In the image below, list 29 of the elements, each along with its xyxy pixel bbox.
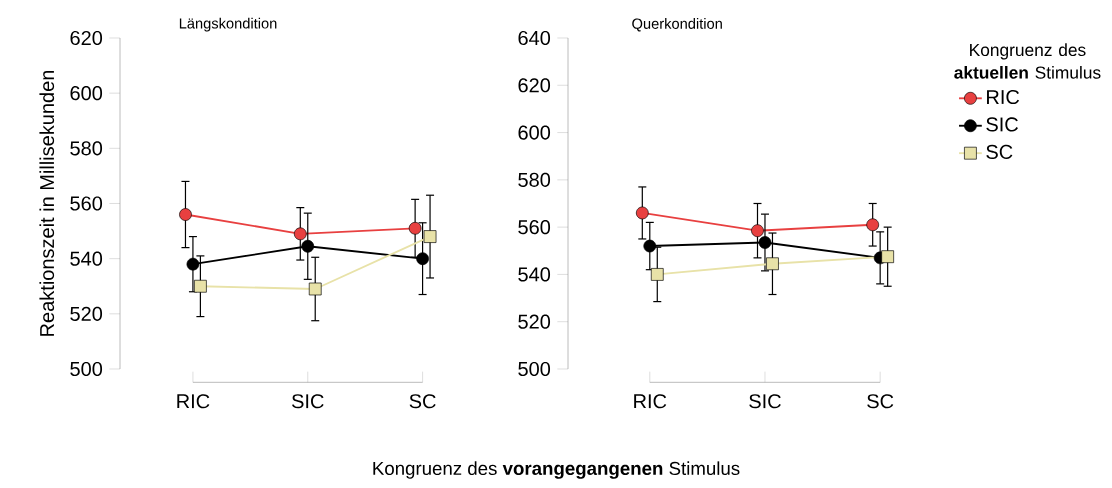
x-tick-label: SC — [409, 394, 436, 409]
x-axis-title: Kongruenz des vorangegangenen Stimulus — [373, 461, 740, 479]
legend-label: SIC — [986, 117, 1018, 132]
x-tick-label: SIC — [749, 394, 781, 409]
y-tick-label: 500 — [518, 361, 551, 377]
y-tick-label: 640 — [518, 30, 551, 46]
y-tick-label: 600 — [70, 86, 103, 101]
legend-label: SC — [986, 144, 1013, 159]
y-tick-label: 560 — [70, 196, 103, 211]
y-tick-label: 520 — [518, 314, 551, 329]
chart-title: Querkondition — [632, 18, 722, 32]
legend-label: RIC — [987, 89, 1020, 105]
x-tick-label: SIC — [291, 394, 324, 409]
x-tick-label: RIC — [634, 394, 667, 409]
y-tick-label: 520 — [70, 306, 103, 321]
y-tick-label: 620 — [518, 78, 551, 93]
x-tick-label: RIC — [177, 394, 210, 409]
y-tick-label: 540 — [518, 267, 551, 282]
y-axis-title: Reaktionszeit in Millisekunden — [39, 70, 55, 336]
y-tick-label: 580 — [70, 141, 103, 156]
y-tick-label: 580 — [518, 172, 551, 187]
x-tick-label: SC — [867, 394, 894, 409]
chart-title: Längskondition — [179, 17, 277, 32]
y-tick-label: 620 — [70, 30, 103, 46]
y-tick-label: 560 — [518, 220, 551, 235]
y-tick-label: 540 — [70, 251, 103, 266]
y-tick-label: 500 — [70, 361, 103, 377]
y-tick-label: 600 — [518, 125, 551, 140]
legend-title: Kongruenz des aktuellen Stimulus — [954, 43, 1101, 79]
